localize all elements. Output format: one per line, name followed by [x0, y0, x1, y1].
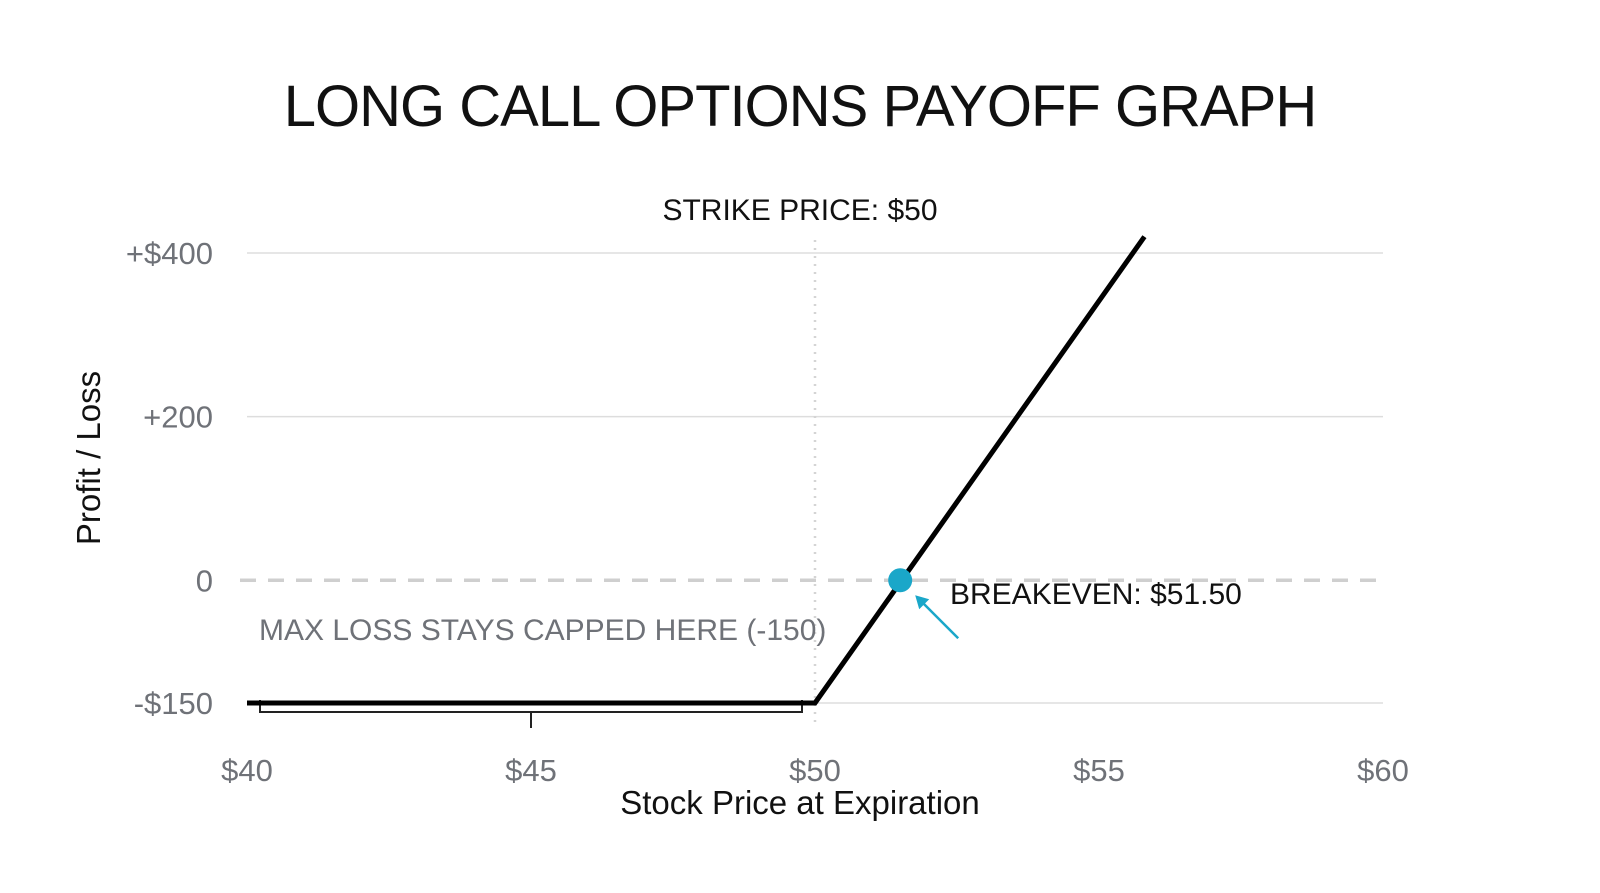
chart-title: LONG CALL OPTIONS PAYOFF GRAPH: [284, 74, 1316, 139]
breakeven-point: [888, 568, 913, 593]
y-axis-ticks: +$400 +200 0 -$150: [126, 236, 213, 721]
payoff-line: [247, 235, 1147, 706]
max-loss-bracket: [259, 700, 803, 728]
strike-price-annotation: STRIKE PRICE: $50: [662, 194, 937, 227]
payoff-series: [247, 235, 1147, 706]
x-axis-ticks: $40 $45 $50 $55 $60: [221, 753, 1409, 788]
x-axis-label: Stock Price at Expiration: [620, 784, 980, 821]
y-axis-label: Profit / Loss: [70, 371, 107, 545]
y-tick-label: +$400: [126, 236, 213, 271]
max-loss-annotation: MAX LOSS STAYS CAPPED HERE (-150): [259, 614, 826, 647]
x-tick-label: $55: [1073, 753, 1125, 788]
breakeven-annotation: BREAKEVEN: $51.50: [950, 578, 1242, 611]
breakeven-arrow-shaft: [921, 601, 960, 640]
y-tick-label: -$150: [134, 686, 213, 721]
x-tick-label: $45: [505, 753, 557, 788]
reference-lines: [240, 240, 1383, 722]
x-tick-label: $40: [221, 753, 273, 788]
breakeven-markers: [888, 568, 960, 640]
breakeven-arrow-head: [915, 595, 930, 610]
x-tick-label: $60: [1357, 753, 1409, 788]
x-tick-label: $50: [789, 753, 841, 788]
y-tick-label: +200: [143, 400, 213, 435]
y-tick-label: 0: [196, 563, 213, 598]
